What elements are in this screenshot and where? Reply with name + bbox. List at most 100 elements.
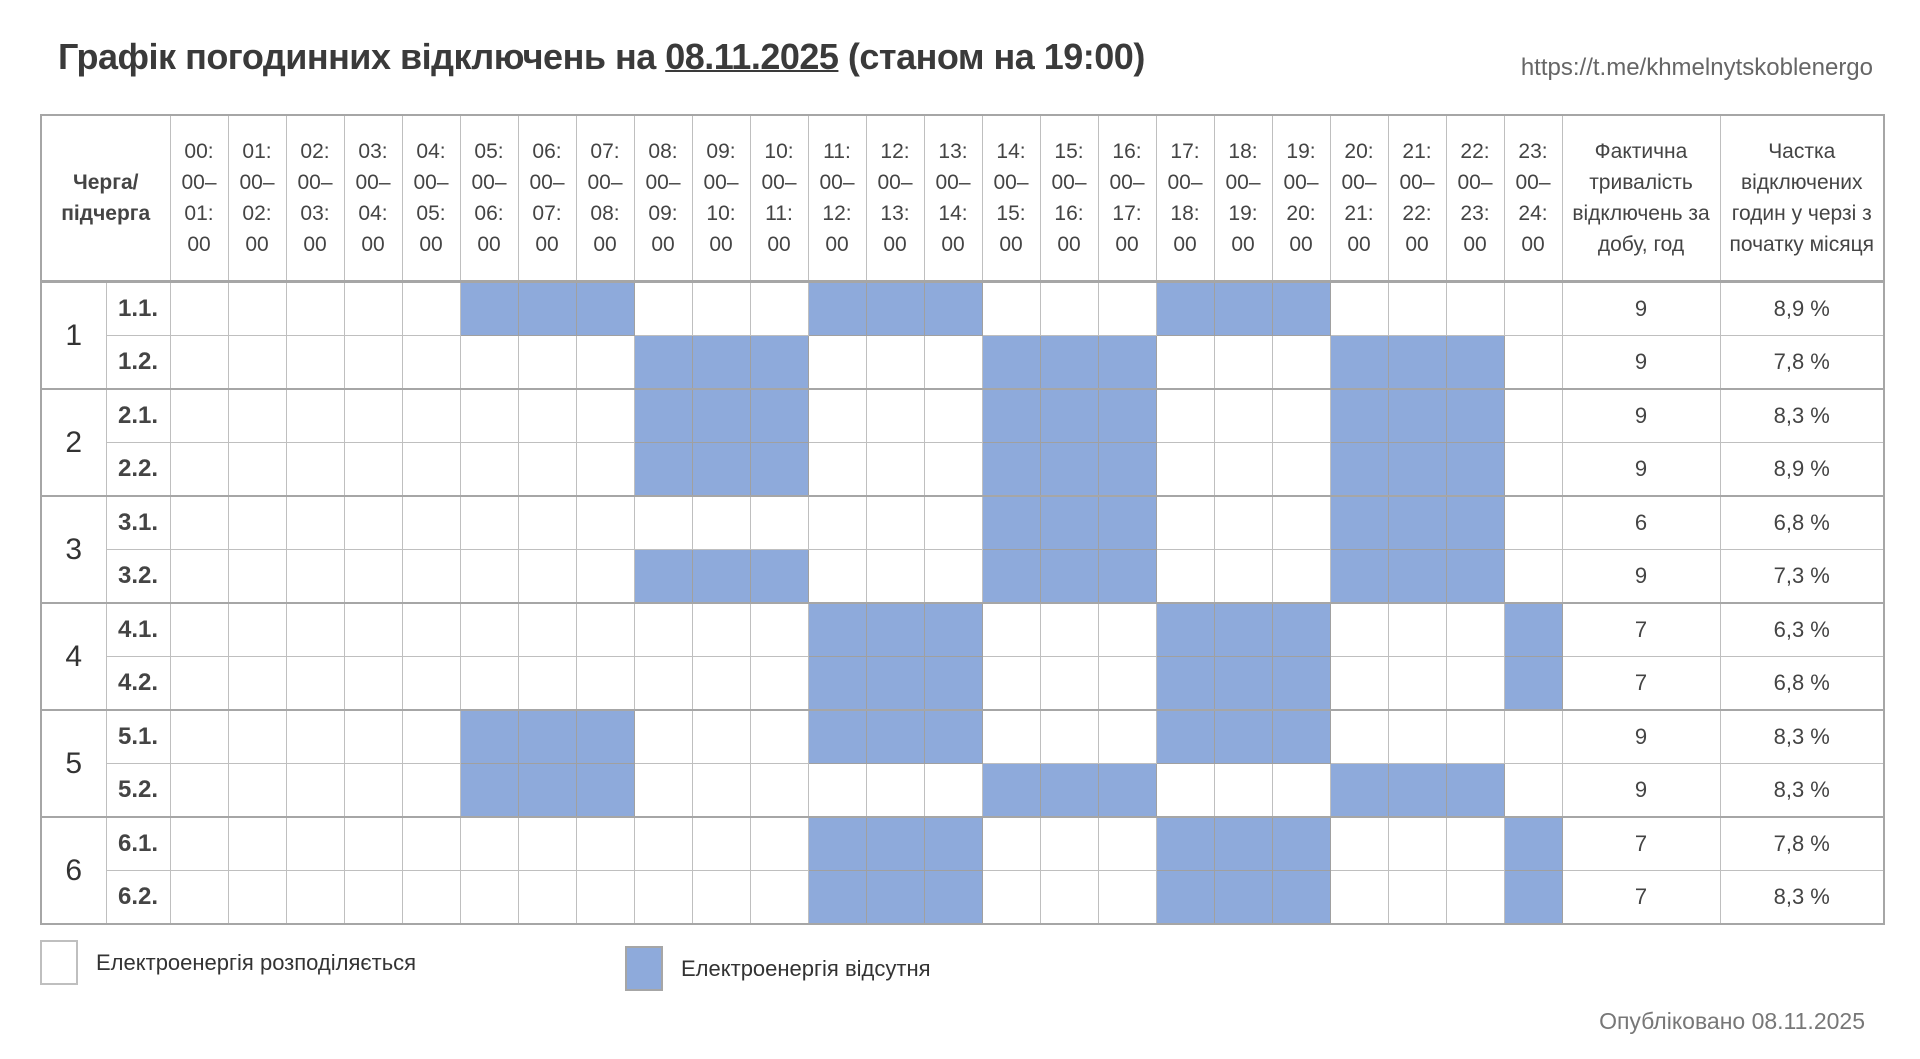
legend-off: Електроенергія відсутня — [625, 946, 931, 991]
hour-cell-power-on — [1271, 549, 1331, 604]
hour-range-label: 01:00–02:00 — [239, 140, 275, 256]
hour-cell-power-on — [1213, 442, 1273, 497]
duration-value: 9 — [1561, 281, 1721, 336]
hour-cell-power-on — [169, 656, 229, 711]
hour-cell-outage — [1329, 442, 1389, 497]
hour-cell-power-on — [1155, 763, 1215, 818]
hour-cell-power-on — [633, 816, 693, 871]
hour-cell-outage — [1271, 602, 1331, 657]
duration-value: 6 — [1561, 495, 1721, 550]
hour-cell-outage — [1155, 816, 1215, 871]
share-header: Частка відключених годин у черзі з почат… — [1719, 114, 1885, 283]
hour-cell-outage — [981, 495, 1041, 550]
hour-cell-power-on — [1329, 602, 1389, 657]
hour-cell-power-on — [1213, 763, 1273, 818]
hour-cell-power-on — [1503, 763, 1563, 818]
table-row: 2.2. 9 8,9 % — [41, 442, 1885, 497]
hour-cell-outage — [807, 656, 867, 711]
hour-range-label: 03:00–04:00 — [355, 140, 391, 256]
hour-cell-power-on — [1329, 816, 1389, 871]
hour-cell-power-on — [923, 442, 983, 497]
hour-cell-outage — [1271, 870, 1331, 925]
hour-cell-outage — [1155, 870, 1215, 925]
hour-range-label: 02:00–03:00 — [297, 140, 333, 256]
hour-cell-outage — [923, 602, 983, 657]
hour-cell-power-on — [1503, 281, 1563, 336]
hour-cell-power-on — [517, 442, 577, 497]
hour-cell-power-on — [1097, 816, 1157, 871]
share-value: 8,3 % — [1719, 763, 1885, 818]
hour-cell-power-on — [633, 870, 693, 925]
hour-cell-power-on — [459, 442, 519, 497]
queue-number: 5 — [40, 709, 107, 818]
hour-cell-power-on — [343, 388, 403, 443]
hour-range-label: 07:00–08:00 — [587, 140, 623, 256]
hour-cell-power-on — [1387, 870, 1447, 925]
table-row: 5 5.1. 9 8,3 % — [40, 709, 1885, 818]
hour-cell-power-on — [807, 763, 867, 818]
hour-cell-outage — [981, 335, 1041, 390]
hour-cell-power-on — [749, 763, 809, 818]
hour-cell-power-on — [923, 335, 983, 390]
share-value: 7,3 % — [1719, 549, 1885, 604]
hour-cell-power-on — [343, 495, 403, 550]
hour-cell-power-on — [981, 709, 1041, 764]
hour-cell-power-on — [1271, 388, 1331, 443]
hour-cell-power-on — [923, 763, 983, 818]
duration-value: 9 — [1561, 709, 1721, 764]
hour-cell-outage — [1039, 549, 1099, 604]
hour-cell-power-on — [865, 335, 925, 390]
duration-value: 7 — [1561, 870, 1721, 925]
hour-header: 11:00–12:00 — [807, 114, 867, 283]
hour-cell-power-on — [1097, 870, 1157, 925]
hour-cell-outage — [1503, 816, 1563, 871]
hour-cell-outage — [1271, 709, 1331, 764]
duration-value: 7 — [1561, 816, 1721, 871]
hour-cell-power-on — [1445, 709, 1505, 764]
hour-cell-power-on — [227, 281, 287, 336]
hour-header: 05:00–06:00 — [459, 114, 519, 283]
hour-cell-outage — [1387, 763, 1447, 818]
hour-header: 07:00–08:00 — [575, 114, 635, 283]
hour-cell-power-on — [343, 816, 403, 871]
telegram-link[interactable]: https://t.me/khmelnytskoblenergo — [1520, 54, 1873, 81]
legend-on-label: Електроенергія розподіляється — [96, 949, 417, 975]
hour-cell-power-on — [401, 549, 461, 604]
hour-cell-power-on — [1387, 281, 1447, 336]
hour-cell-outage — [1097, 495, 1157, 550]
hour-cell-power-on — [401, 870, 461, 925]
duration-value: 9 — [1561, 549, 1721, 604]
hour-header: 19:00–20:00 — [1271, 114, 1331, 283]
hour-range-label: 16:00–17:00 — [1109, 140, 1145, 256]
hour-cell-outage — [1445, 335, 1505, 390]
hour-cell-outage — [1445, 549, 1505, 604]
hour-cell-power-on — [343, 335, 403, 390]
hour-cell-power-on — [1387, 602, 1447, 657]
hour-cell-power-on — [691, 495, 751, 550]
hour-cell-outage — [865, 602, 925, 657]
hour-cell-power-on — [227, 816, 287, 871]
hour-cell-outage — [691, 442, 751, 497]
hour-header: 13:00–14:00 — [923, 114, 983, 283]
hour-range-label: 10:00–11:00 — [761, 140, 797, 256]
hour-cell-power-on — [691, 870, 751, 925]
hour-cell-power-on — [749, 281, 809, 336]
hour-range-label: 14:00–15:00 — [993, 140, 1029, 256]
hour-cell-power-on — [807, 388, 867, 443]
hour-cell-power-on — [401, 335, 461, 390]
hour-cell-power-on — [691, 816, 751, 871]
hour-cell-power-on — [923, 388, 983, 443]
hour-cell-power-on — [691, 709, 751, 764]
hour-cell-power-on — [343, 549, 403, 604]
subqueue-label: 6.2. — [105, 870, 171, 925]
hour-cell-power-on — [285, 442, 345, 497]
hour-range-label: 19:00–20:00 — [1283, 140, 1319, 256]
hour-cell-outage — [865, 656, 925, 711]
hour-cell-power-on — [575, 388, 635, 443]
hour-cell-power-on — [575, 602, 635, 657]
hour-cell-outage — [923, 870, 983, 925]
hour-cell-power-on — [227, 335, 287, 390]
hour-cell-power-on — [517, 602, 577, 657]
hour-cell-power-on — [227, 870, 287, 925]
hour-cell-power-on — [1097, 602, 1157, 657]
